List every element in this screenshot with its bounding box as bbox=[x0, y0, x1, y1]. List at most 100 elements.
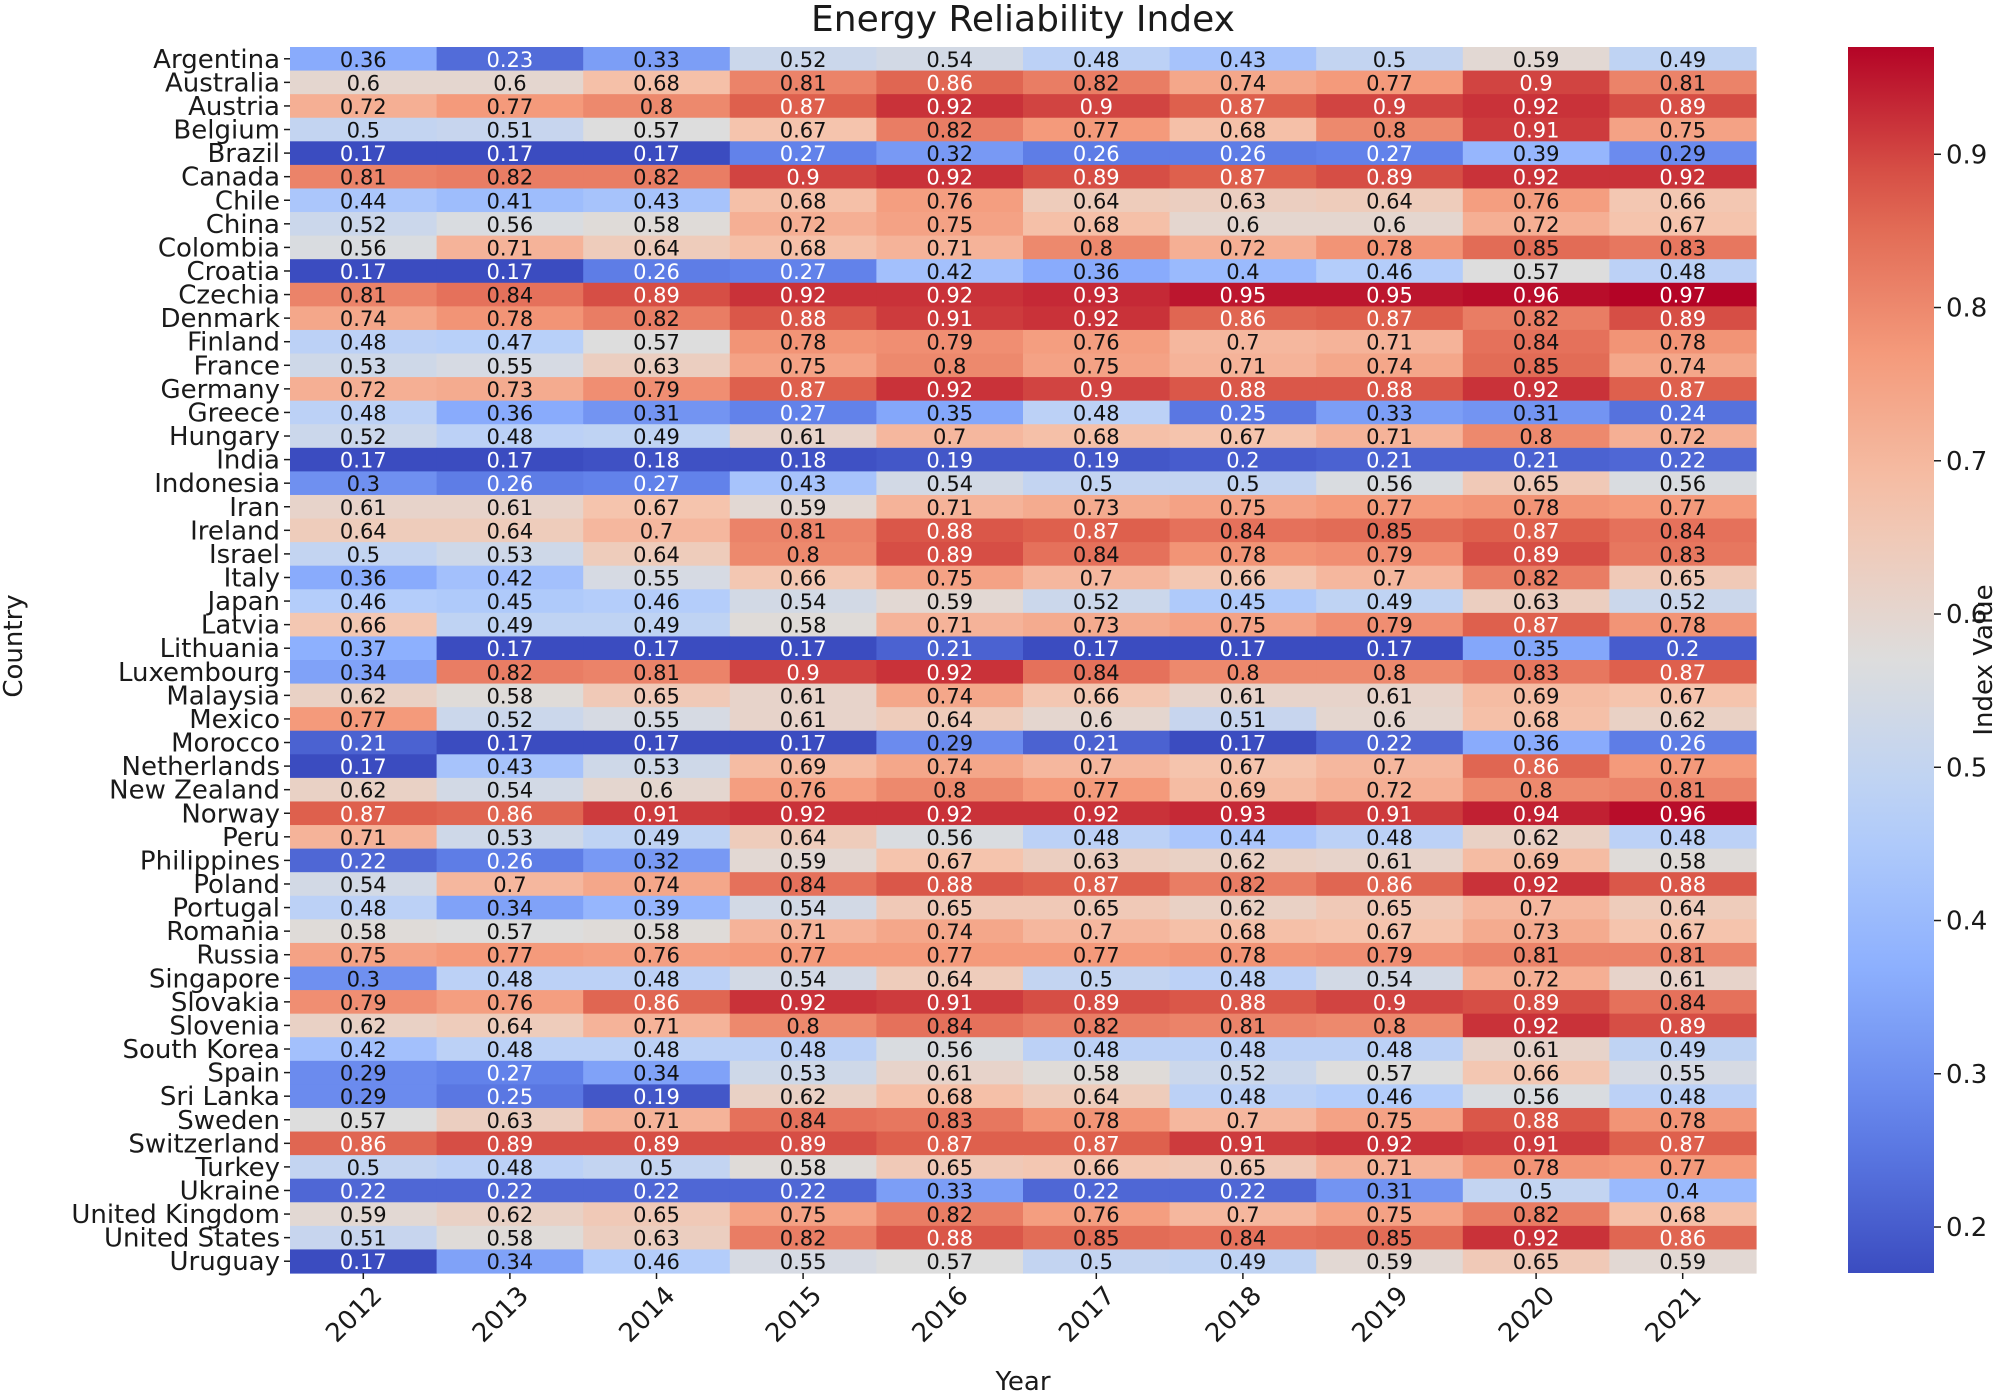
heatmap-cell bbox=[1316, 141, 1464, 166]
heatmap-cell bbox=[436, 424, 584, 449]
heatmap-cell bbox=[436, 1084, 584, 1109]
cell-value-label: 0.17 bbox=[487, 449, 534, 473]
heatmap-cell bbox=[290, 1202, 438, 1227]
heatmap-cell bbox=[1169, 259, 1317, 284]
heatmap-cell bbox=[583, 494, 731, 520]
cell-value-label: 0.61 bbox=[487, 496, 534, 520]
heatmap-cell bbox=[290, 1013, 438, 1038]
y-tick-label: Philippines bbox=[140, 846, 280, 876]
cell-value-label: 0.92 bbox=[1513, 1014, 1560, 1038]
heatmap-cell bbox=[729, 730, 877, 755]
heatmap-cell bbox=[1462, 1060, 1610, 1085]
heatmap-cell bbox=[1023, 777, 1171, 803]
heatmap-cell bbox=[729, 47, 877, 72]
cell-value-label: 0.18 bbox=[780, 449, 827, 473]
cell-value-label: 0.55 bbox=[633, 566, 680, 590]
cell-value-label: 0.68 bbox=[926, 1085, 973, 1109]
cell-value-label: 0.48 bbox=[1220, 967, 1267, 991]
cell-value-label: 0.97 bbox=[1659, 284, 1706, 308]
cell-value-label: 0.78 bbox=[780, 331, 827, 355]
heatmap-cell bbox=[1169, 212, 1317, 237]
heatmap-cell bbox=[1462, 990, 1610, 1015]
heatmap-cell bbox=[1023, 707, 1171, 732]
cell-value-label: 0.62 bbox=[340, 684, 387, 708]
cell-value-label: 0.29 bbox=[926, 732, 973, 756]
cell-value-label: 0.65 bbox=[633, 1203, 680, 1227]
heatmap-cell bbox=[729, 282, 877, 307]
heatmap-cell bbox=[436, 919, 584, 944]
cell-value-label: 0.9 bbox=[786, 166, 819, 190]
cell-value-label: 0.35 bbox=[1513, 637, 1560, 661]
cell-value-label: 0.77 bbox=[1659, 496, 1706, 520]
cell-value-label: 0.66 bbox=[1073, 1156, 1120, 1180]
cell-value-label: 0.49 bbox=[633, 826, 680, 850]
cell-value-label: 0.6 bbox=[1373, 213, 1406, 237]
heatmap-cell bbox=[1023, 895, 1171, 920]
y-tick-label: Indonesia bbox=[154, 469, 280, 499]
cell-value-label: 0.84 bbox=[780, 1109, 827, 1133]
heatmap-cell bbox=[876, 471, 1024, 496]
heatmap-cell bbox=[436, 636, 584, 661]
heatmap-cell bbox=[1316, 494, 1464, 520]
heatmap-cell bbox=[876, 1155, 1024, 1180]
y-tick-label: Spain bbox=[207, 1059, 280, 1089]
heatmap-cell bbox=[1169, 801, 1317, 826]
y-tick-label: Malaysia bbox=[166, 681, 280, 711]
heatmap-cell bbox=[1316, 801, 1464, 826]
cell-value-label: 0.72 bbox=[780, 213, 827, 237]
cell-value-label: 0.8 bbox=[1080, 236, 1113, 260]
heatmap-cell bbox=[290, 636, 438, 661]
heatmap-cell bbox=[1169, 542, 1317, 567]
heatmap-cell bbox=[1169, 424, 1317, 449]
cell-value-label: 0.7 bbox=[1226, 1203, 1259, 1227]
cell-value-label: 0.8 bbox=[1373, 1014, 1406, 1038]
cell-value-label: 0.66 bbox=[340, 614, 387, 638]
heatmap-cell bbox=[729, 754, 877, 779]
heatmap-cell bbox=[583, 1155, 731, 1180]
heatmap-cell bbox=[1023, 47, 1171, 72]
cell-value-label: 0.57 bbox=[633, 331, 680, 355]
cell-value-label: 0.78 bbox=[1513, 496, 1560, 520]
cell-value-label: 0.7 bbox=[1226, 331, 1259, 355]
heatmap-cell bbox=[436, 895, 584, 920]
cell-value-label: 0.81 bbox=[1659, 944, 1706, 968]
heatmap-cell bbox=[876, 329, 1024, 355]
x-tick-label: 2013 bbox=[467, 1281, 535, 1349]
cell-value-label: 0.72 bbox=[340, 378, 387, 402]
cell-value-label: 0.62 bbox=[340, 1014, 387, 1038]
cell-value-label: 0.76 bbox=[780, 779, 827, 803]
cell-value-label: 0.17 bbox=[487, 260, 534, 284]
heatmap-cell bbox=[583, 1013, 731, 1038]
chart-title: Energy Reliability Index bbox=[811, 0, 1235, 40]
cell-value-label: 0.95 bbox=[1220, 284, 1267, 308]
cell-value-label: 0.25 bbox=[1220, 401, 1267, 425]
heatmap-cell bbox=[1023, 518, 1171, 543]
y-tick-label: Peru bbox=[222, 823, 280, 853]
heatmap-cell bbox=[729, 848, 877, 873]
cell-value-label: 0.17 bbox=[1220, 637, 1267, 661]
heatmap-cell bbox=[729, 966, 877, 991]
cell-value-label: 0.41 bbox=[487, 189, 534, 213]
cell-value-label: 0.48 bbox=[487, 1156, 534, 1180]
heatmap-cell bbox=[1316, 400, 1464, 425]
heatmap-cell bbox=[1462, 942, 1610, 968]
cell-value-label: 0.26 bbox=[487, 472, 534, 496]
heatmap-cell bbox=[583, 1084, 731, 1109]
heatmap-cell bbox=[729, 542, 877, 567]
heatmap-cell bbox=[290, 1225, 438, 1251]
cell-value-label: 0.81 bbox=[1220, 1014, 1267, 1038]
cell-value-label: 0.58 bbox=[487, 684, 534, 708]
heatmap-cell bbox=[1169, 447, 1317, 472]
heatmap-cell bbox=[290, 424, 438, 449]
heatmap-cell bbox=[1023, 1037, 1171, 1062]
y-tick-label: Hungary bbox=[169, 422, 280, 452]
cell-value-label: 0.36 bbox=[1513, 732, 1560, 756]
heatmap-cell bbox=[436, 235, 584, 260]
y-tick-label: Norway bbox=[181, 799, 280, 829]
heatmap-cell bbox=[436, 1037, 584, 1062]
cell-value-label: 0.64 bbox=[340, 519, 387, 543]
heatmap-cell bbox=[729, 990, 877, 1015]
cell-value-label: 0.64 bbox=[487, 1014, 534, 1038]
cell-value-label: 0.61 bbox=[340, 496, 387, 520]
heatmap-cell bbox=[436, 1060, 584, 1085]
